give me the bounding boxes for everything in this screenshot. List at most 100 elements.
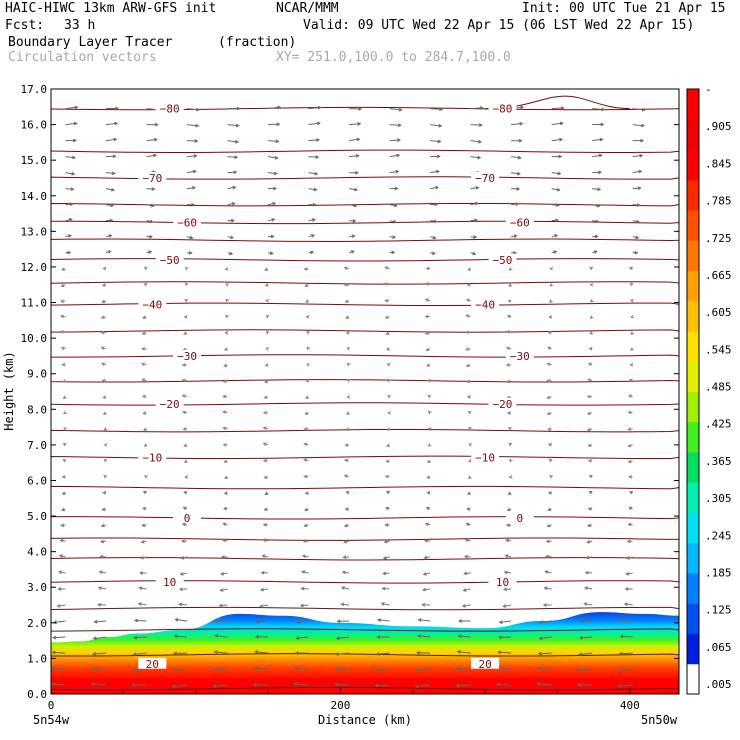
vector-shaft xyxy=(470,187,479,190)
vector-head xyxy=(183,459,188,463)
vector-shaft xyxy=(545,571,552,574)
vector-head xyxy=(153,137,158,142)
vector-head xyxy=(341,570,346,575)
circulation-vector xyxy=(65,187,75,192)
isotherm-label-bg xyxy=(488,253,517,265)
circulation-vector xyxy=(384,315,390,320)
circulation-vector xyxy=(551,171,562,176)
vector-head xyxy=(93,619,98,624)
circulation-vector xyxy=(146,153,158,158)
circulation-vector xyxy=(495,682,512,687)
circulation-vector xyxy=(511,171,521,176)
isotherm-label: −40 xyxy=(138,298,167,311)
circulation-vector xyxy=(62,395,67,399)
circulation-vector xyxy=(183,314,188,319)
vector-head xyxy=(424,314,429,319)
circulation-vector xyxy=(303,474,309,479)
vector-head xyxy=(57,587,62,591)
vector-head xyxy=(506,411,511,415)
circulation-vector xyxy=(222,379,228,383)
circulation-vector xyxy=(102,395,107,399)
circulation-vector xyxy=(416,634,431,638)
circulation-vector xyxy=(430,107,444,112)
isotherm-label-text: 20 xyxy=(146,658,159,671)
vector-head xyxy=(508,267,513,271)
circulation-vector xyxy=(304,507,309,512)
circulation-vector xyxy=(346,394,351,399)
vector-shaft xyxy=(65,106,78,110)
vector-shaft xyxy=(537,683,552,686)
vector-head xyxy=(588,474,593,479)
vector-head xyxy=(414,684,419,689)
isotherm-label-bg xyxy=(471,657,500,669)
circulation-vector xyxy=(146,203,155,208)
vector-head xyxy=(547,442,552,447)
circulation-vector xyxy=(424,331,431,336)
circulation-vector xyxy=(186,154,198,158)
circulation-vector xyxy=(219,588,228,592)
isotherm-label-text: −10 xyxy=(475,451,495,464)
y-tick-label: 9.0 xyxy=(27,368,47,381)
circulation-vector xyxy=(91,666,106,671)
vector-head xyxy=(236,106,241,111)
isentrope-line xyxy=(51,537,679,541)
vector-shaft xyxy=(470,140,482,143)
circulation-vector xyxy=(265,298,270,303)
vector-shaft xyxy=(214,651,228,654)
circulation-vector xyxy=(267,201,277,206)
field-units: (fraction) xyxy=(218,35,297,50)
circulation-vector xyxy=(551,187,561,192)
circulation-vector xyxy=(425,506,431,511)
circulation-vector xyxy=(467,475,472,479)
circulation-vector xyxy=(628,490,633,495)
circulation-vector xyxy=(222,506,228,511)
vector-head xyxy=(507,298,512,303)
circulation-vector xyxy=(60,299,66,303)
vector-head xyxy=(546,362,551,367)
circulation-vector xyxy=(415,667,431,672)
vector-head xyxy=(505,346,510,351)
vector-head xyxy=(299,603,304,608)
vector-head xyxy=(549,266,554,271)
vector-head xyxy=(110,203,115,208)
vector-head xyxy=(100,346,105,350)
vector-head xyxy=(542,603,547,607)
circulation-vector xyxy=(103,427,108,431)
circulation-vector xyxy=(105,171,116,176)
circulation-vector xyxy=(65,121,78,126)
circulation-vector xyxy=(98,570,107,574)
vector-head xyxy=(69,202,74,207)
circulation-vector xyxy=(139,571,147,575)
vector-head xyxy=(265,298,270,303)
vector-head xyxy=(301,570,306,574)
vector-shaft xyxy=(551,138,563,142)
vector-head xyxy=(343,523,348,528)
vector-head xyxy=(98,570,103,574)
circulation-vector xyxy=(264,283,269,287)
isotherm-label-bg xyxy=(471,298,500,310)
y-tick-label: 12.0 xyxy=(21,261,48,274)
circulation-vector xyxy=(383,539,390,544)
vector-head xyxy=(558,154,563,159)
circulation-vector xyxy=(254,634,269,639)
circulation-vector xyxy=(303,267,309,271)
vector-head xyxy=(293,666,298,670)
circulation-vector xyxy=(92,651,107,656)
circulation-vector xyxy=(173,651,188,656)
vector-head xyxy=(623,602,628,607)
vector-head xyxy=(144,266,148,271)
vector-head xyxy=(316,138,320,142)
x-tick-label: 200 xyxy=(330,699,350,712)
vector-head xyxy=(462,588,467,592)
circulation-vector xyxy=(261,554,269,559)
circulation-vector xyxy=(505,523,512,527)
circulation-vector xyxy=(592,107,606,112)
circulation-vector xyxy=(547,442,552,447)
vector-head xyxy=(386,443,391,447)
circulation-vector xyxy=(62,442,67,447)
circulation-vector xyxy=(588,346,593,351)
vector-head xyxy=(103,458,108,463)
circulation-vector xyxy=(382,556,390,560)
circulation-vector xyxy=(589,266,594,271)
